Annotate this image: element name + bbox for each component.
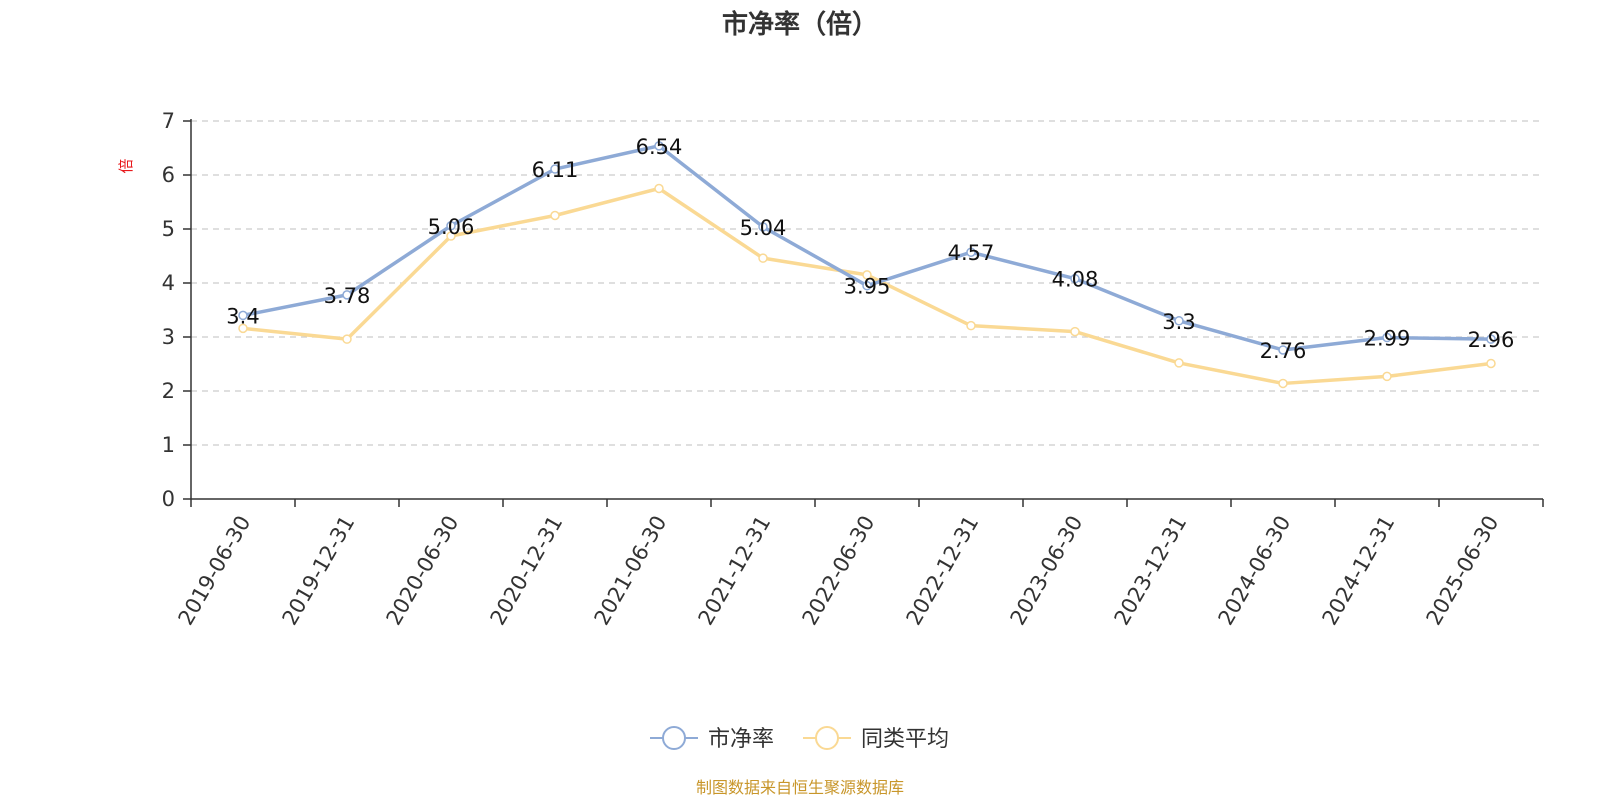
data-point bbox=[1070, 326, 1080, 337]
data-point bbox=[446, 221, 456, 231]
data-point bbox=[238, 310, 248, 321]
data-point bbox=[550, 164, 560, 174]
data-label: 2.99 bbox=[1364, 327, 1411, 351]
data-label: 3.95 bbox=[844, 275, 891, 299]
y-tick-label: 1 bbox=[162, 433, 175, 457]
data-labels: 3.4 3.78 5.06 6.11 6.54 5.04 3.95 4.57 4.08 3.3 2.… bbox=[226, 135, 1514, 363]
data-point bbox=[966, 320, 976, 331]
x-tick-label: 2020-12-31 bbox=[486, 512, 568, 630]
data-label: 2.76 bbox=[1260, 339, 1307, 363]
data-label: 5.04 bbox=[740, 216, 787, 240]
data-point bbox=[862, 280, 872, 291]
y-tick-label: 6 bbox=[162, 163, 175, 187]
data-label: 3.4 bbox=[226, 304, 259, 328]
x-tick-label: 2023-12-31 bbox=[1110, 512, 1192, 630]
source-note: 制图数据来自恒生聚源数据库 bbox=[696, 778, 904, 797]
y-tick-label: 7 bbox=[162, 109, 175, 133]
series-lines bbox=[238, 141, 1496, 389]
chart-title: 市净率（倍） bbox=[722, 9, 878, 40]
data-point bbox=[758, 253, 768, 263]
x-tick-label: 2021-06-30 bbox=[590, 512, 672, 630]
y-axis-label: 倍 bbox=[117, 158, 135, 173]
x-tick-label: 2025-06-30 bbox=[1422, 512, 1504, 630]
data-point bbox=[342, 334, 352, 344]
x-axis-ticks: 2019-06-30 2019-12-31 2020-06-30 2020-12-31… bbox=[174, 499, 1544, 630]
data-point bbox=[966, 247, 976, 257]
y-tick-label: 3 bbox=[162, 325, 175, 349]
x-tick-label: 2022-12-31 bbox=[902, 512, 984, 630]
data-point bbox=[1486, 358, 1496, 369]
legend-swatch-marker bbox=[815, 726, 839, 750]
data-point bbox=[238, 323, 248, 334]
data-label: 2.96 bbox=[1468, 328, 1515, 352]
data-label: 3.3 bbox=[1162, 310, 1195, 334]
x-tick-label: 2024-06-30 bbox=[1214, 512, 1296, 630]
data-label: 6.11 bbox=[532, 158, 579, 182]
x-tick-label: 2019-12-31 bbox=[278, 512, 360, 630]
legend[interactable]: 市净率 同类平均 bbox=[650, 726, 949, 752]
data-label: 3.78 bbox=[324, 284, 371, 308]
x-tick-label: 2022-06-30 bbox=[798, 512, 880, 630]
y-tick-label: 5 bbox=[162, 217, 175, 241]
data-point bbox=[1174, 316, 1184, 326]
data-label: 4.57 bbox=[948, 241, 995, 265]
series-line bbox=[242, 144, 1492, 352]
axes bbox=[190, 119, 1543, 500]
y-tick-label: 2 bbox=[162, 379, 175, 403]
x-tick-label: 2020-06-30 bbox=[382, 512, 464, 630]
x-tick-label: 2019-06-30 bbox=[174, 512, 256, 630]
data-point bbox=[758, 222, 768, 232]
data-point bbox=[446, 231, 456, 241]
x-tick-label: 2023-06-30 bbox=[1006, 512, 1088, 630]
x-tick-label: 2024-12-31 bbox=[1318, 512, 1400, 630]
data-label: 5.06 bbox=[428, 215, 475, 239]
data-point bbox=[654, 141, 664, 151]
data-point bbox=[1174, 358, 1184, 368]
y-tick-label: 0 bbox=[162, 487, 175, 511]
data-point bbox=[654, 183, 664, 194]
data-point bbox=[1382, 371, 1392, 382]
legend-label: 市净率 bbox=[708, 727, 774, 752]
data-label: 6.54 bbox=[636, 135, 683, 159]
data-point bbox=[1382, 332, 1392, 343]
data-label: 4.08 bbox=[1052, 268, 1099, 292]
data-point bbox=[1278, 345, 1288, 355]
data-point bbox=[1070, 273, 1080, 284]
x-tick-label: 2021-12-31 bbox=[694, 512, 776, 630]
data-point bbox=[550, 210, 560, 221]
legend-swatch-marker bbox=[662, 726, 686, 750]
legend-label: 同类平均 bbox=[861, 727, 949, 752]
grid-lines bbox=[191, 120, 1543, 446]
y-axis-ticks: 0 1 2 3 4 5 6 7 bbox=[162, 109, 191, 511]
data-point bbox=[862, 270, 872, 280]
data-point bbox=[1486, 334, 1496, 344]
data-point bbox=[1278, 378, 1288, 389]
y-tick-label: 4 bbox=[162, 271, 175, 295]
data-point bbox=[342, 290, 352, 300]
